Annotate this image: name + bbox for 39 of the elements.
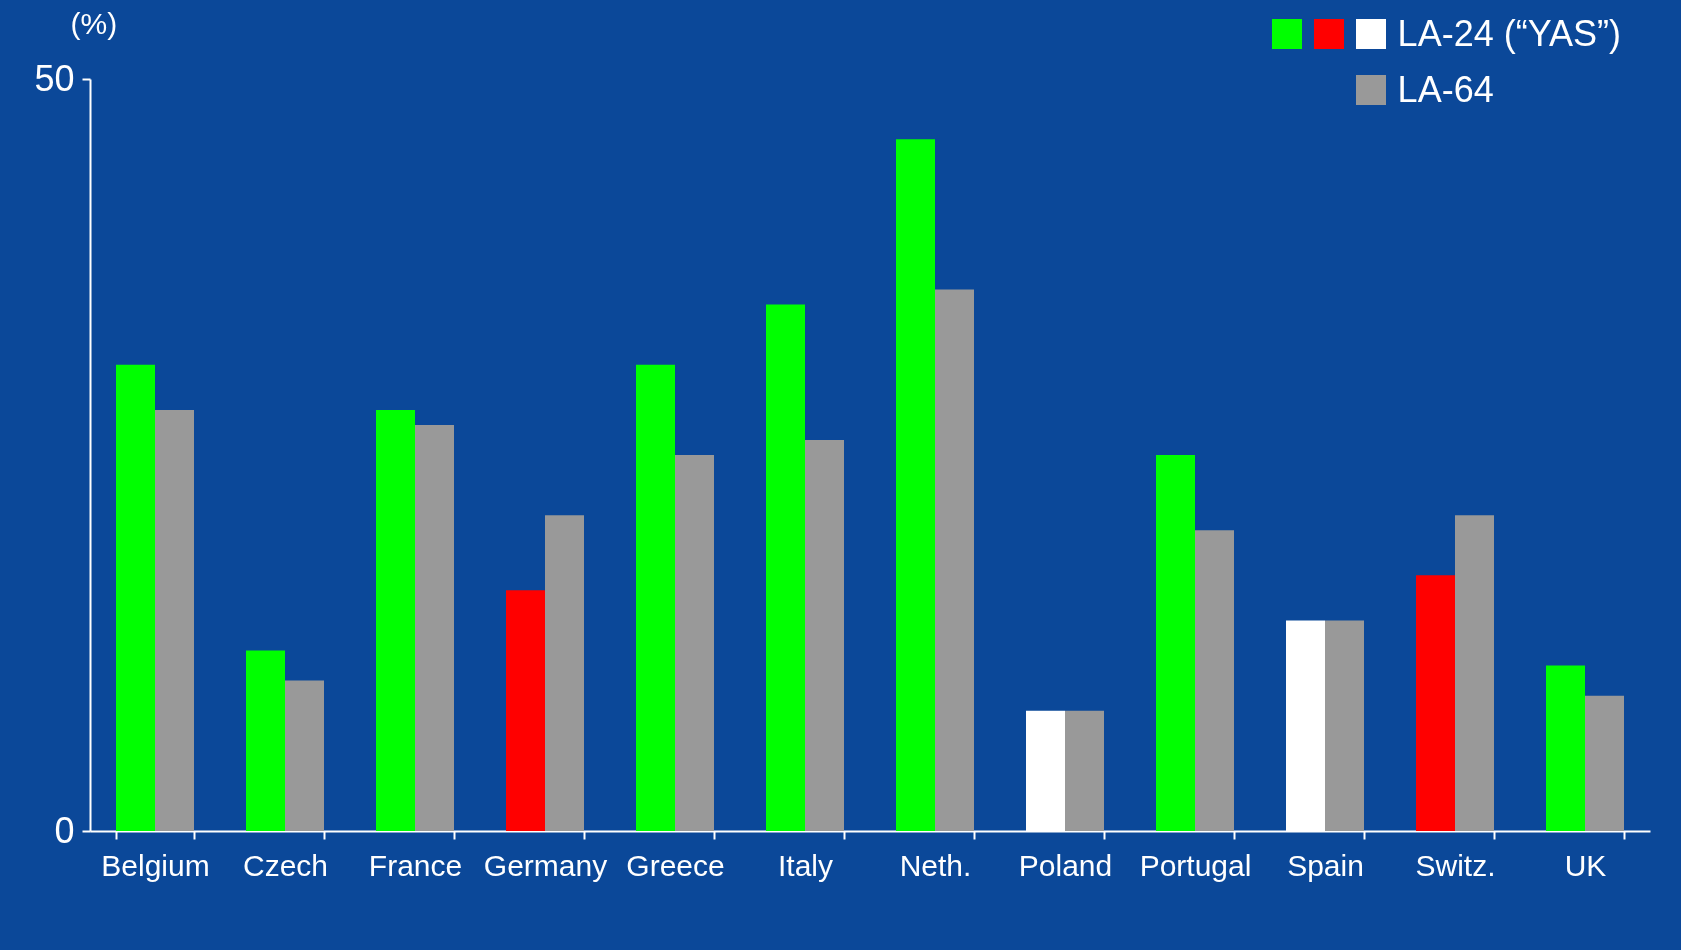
bar [415, 424, 454, 831]
y-axis-title: (%) [70, 6, 118, 40]
x-tick-label: Spain [1287, 848, 1364, 882]
bar [1195, 530, 1234, 831]
x-tick-label: Greece [626, 848, 725, 882]
x-tick-label: Germany [483, 848, 608, 882]
bar [155, 409, 194, 831]
x-tick-label: UK [1564, 848, 1607, 882]
x-tick-label: Poland [1018, 848, 1113, 882]
bar [1546, 665, 1585, 831]
x-tick-label: Italy [777, 848, 834, 882]
bar [1416, 575, 1455, 831]
bar [935, 289, 974, 831]
bar [1585, 695, 1624, 831]
legend-label: LA-24 (“YAS”) [1397, 13, 1621, 55]
x-tick-label: Neth. [899, 848, 972, 882]
bar [636, 364, 675, 831]
y-tick-label: 0 [54, 809, 75, 851]
x-tick-label: Belgium [101, 848, 210, 882]
x-tick-label: Czech [242, 848, 329, 882]
bar [506, 590, 545, 831]
bar [116, 364, 155, 831]
bar [675, 455, 714, 831]
x-tick-label: France [368, 848, 463, 882]
bar [805, 439, 844, 831]
bar [766, 304, 805, 831]
bar [285, 680, 324, 831]
y-tick-label: 50 [34, 57, 75, 99]
bar [1156, 455, 1195, 831]
legend-label: LA-64 [1397, 69, 1494, 111]
bar [246, 650, 285, 831]
bar [1065, 710, 1104, 831]
bar [896, 139, 935, 831]
bar [1455, 515, 1494, 831]
bar [376, 409, 415, 831]
x-tick-label: Switz. [1415, 848, 1496, 882]
bar [1325, 620, 1364, 831]
x-tick-label: Portugal [1139, 848, 1252, 882]
bar [545, 515, 584, 831]
